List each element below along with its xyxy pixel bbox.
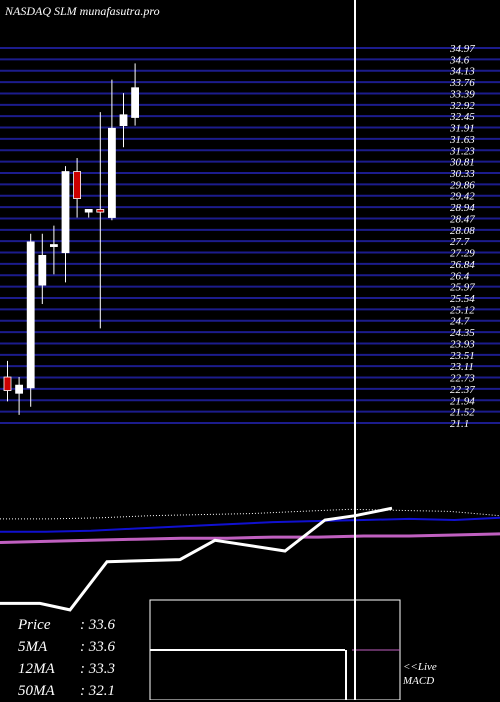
price-tick-label: 30.81 bbox=[449, 157, 475, 169]
price-tick-label: 25.12 bbox=[450, 304, 475, 316]
price-tick-label: 21.1 bbox=[450, 418, 469, 430]
candle-down bbox=[96, 209, 105, 213]
stat-label: 50MA bbox=[18, 683, 55, 699]
price-tick-label: 23.51 bbox=[450, 350, 475, 362]
candle-up bbox=[84, 209, 93, 213]
stat-row-price: Price : 33.6 bbox=[18, 614, 115, 636]
price-tick-label: 31.91 bbox=[449, 123, 475, 135]
ma-short-line bbox=[0, 516, 500, 533]
price-tick-label: 24.35 bbox=[450, 327, 475, 339]
price-tick-label: 22.73 bbox=[450, 373, 475, 385]
price-tick-label: 23.11 bbox=[450, 361, 474, 373]
stat-row-12ma: 12MA : 33.3 bbox=[18, 658, 115, 680]
price-tick-label: 22.37 bbox=[450, 384, 475, 396]
signal-dotted-line bbox=[0, 508, 500, 520]
price-tick-label: 34.97 bbox=[449, 43, 475, 55]
candle-up bbox=[38, 254, 47, 286]
price-grid bbox=[0, 47, 500, 424]
candle-up bbox=[131, 87, 140, 118]
price-tick-label: 28.08 bbox=[450, 225, 475, 237]
macd-label: <<Live MACD bbox=[403, 660, 437, 688]
candle-up bbox=[108, 127, 116, 218]
price-tick-label: 28.47 bbox=[450, 213, 475, 225]
stat-row-5ma: 5MA : 33.6 bbox=[18, 636, 115, 658]
price-tick-label: 34.13 bbox=[449, 66, 475, 78]
price-tick-label: 32.92 bbox=[449, 100, 475, 112]
stat-label: 12MA bbox=[18, 661, 55, 677]
price-tick-label: 29.86 bbox=[450, 179, 475, 191]
macd-title-text: MACD bbox=[403, 675, 435, 687]
price-tick-label: 34.6 bbox=[449, 54, 470, 66]
price-tick-label: 21.52 bbox=[450, 407, 475, 419]
price-tick-label: 31.23 bbox=[449, 145, 475, 157]
macd-live-text: <<Live bbox=[403, 661, 437, 673]
stat-label: 5MA bbox=[18, 639, 48, 655]
price-tick-label: 31.63 bbox=[449, 134, 475, 146]
lower-indicator-panel bbox=[0, 506, 500, 612]
candle-down bbox=[3, 376, 12, 391]
price-tick-label: 23.93 bbox=[450, 338, 475, 350]
price-tick-label: 29.42 bbox=[450, 191, 475, 203]
stat-row-50ma: 50MA : 32.1 bbox=[18, 680, 115, 702]
candle-up bbox=[119, 114, 128, 126]
price-tick-label: 25.97 bbox=[450, 282, 475, 294]
ma-long-line bbox=[0, 532, 500, 544]
price-tick-label: 33.76 bbox=[449, 77, 475, 89]
price-tick-label: 21.94 bbox=[450, 395, 475, 407]
candle-up bbox=[50, 244, 58, 247]
price-tick-label: 26.84 bbox=[450, 259, 475, 271]
price-tick-label: 25.54 bbox=[450, 293, 475, 305]
stat-label: Price bbox=[18, 617, 51, 633]
stat-value: : 32.1 bbox=[80, 683, 115, 699]
price-tick-label: 26.4 bbox=[450, 270, 470, 282]
stat-value: : 33.6 bbox=[80, 617, 115, 633]
candle-up bbox=[15, 384, 24, 394]
stats-panel: Price : 33.6 5MA : 33.6 12MA : 33.3 50MA… bbox=[18, 614, 115, 702]
candle-up bbox=[26, 241, 35, 389]
price-tick-label: 30.33 bbox=[449, 168, 475, 180]
price-tick-label: 24.7 bbox=[450, 316, 470, 328]
stat-value: : 33.6 bbox=[80, 639, 115, 655]
chart-title: NASDAQ SLM munafasutra.pro bbox=[5, 4, 160, 18]
candle-down bbox=[73, 171, 81, 199]
price-tick-label: 27.29 bbox=[450, 248, 475, 260]
stat-value: : 33.3 bbox=[80, 661, 115, 677]
price-axis-labels: 34.9734.634.1333.7633.3932.9232.4531.913… bbox=[449, 43, 475, 430]
price-line bbox=[0, 506, 393, 612]
price-tick-label: 32.45 bbox=[449, 111, 475, 123]
candle-up bbox=[61, 171, 70, 254]
price-tick-label: 27.7 bbox=[450, 236, 470, 248]
price-tick-label: 33.39 bbox=[449, 88, 475, 100]
price-tick-label: 28.94 bbox=[450, 202, 475, 214]
candlesticks bbox=[3, 63, 140, 415]
